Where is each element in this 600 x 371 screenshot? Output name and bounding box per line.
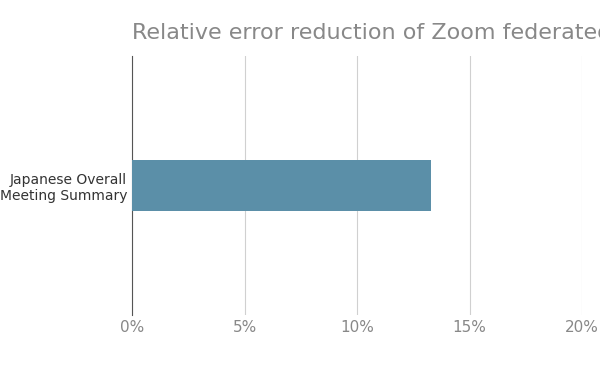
Bar xyxy=(132,160,431,211)
Text: Relative error reduction of Zoom federated model over GPT-4: Relative error reduction of Zoom federat… xyxy=(132,23,600,43)
